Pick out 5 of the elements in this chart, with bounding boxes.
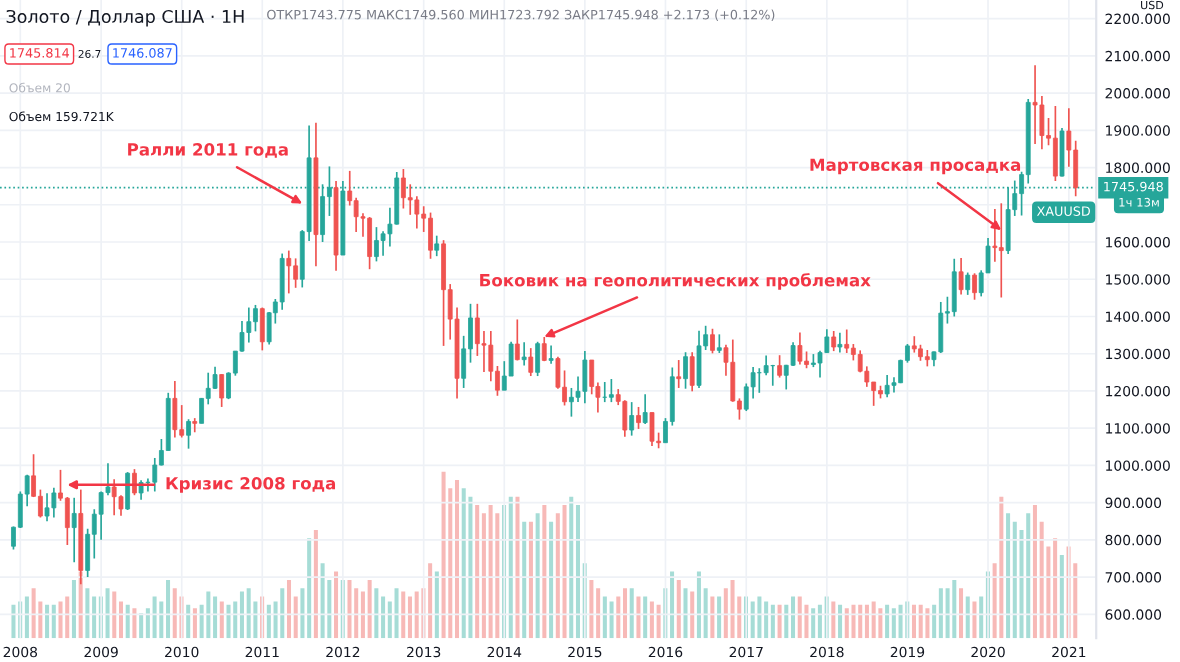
annotation: Ралли 2011 года [128,143,288,158]
annotation: Мартовская просадка [810,158,1021,175]
text: Золото / Доллар США · 1H [6,9,244,27]
annotation: Боковик на геополитических проблемах [480,273,871,290]
annotation: Кризис 2008 года [166,477,336,493]
